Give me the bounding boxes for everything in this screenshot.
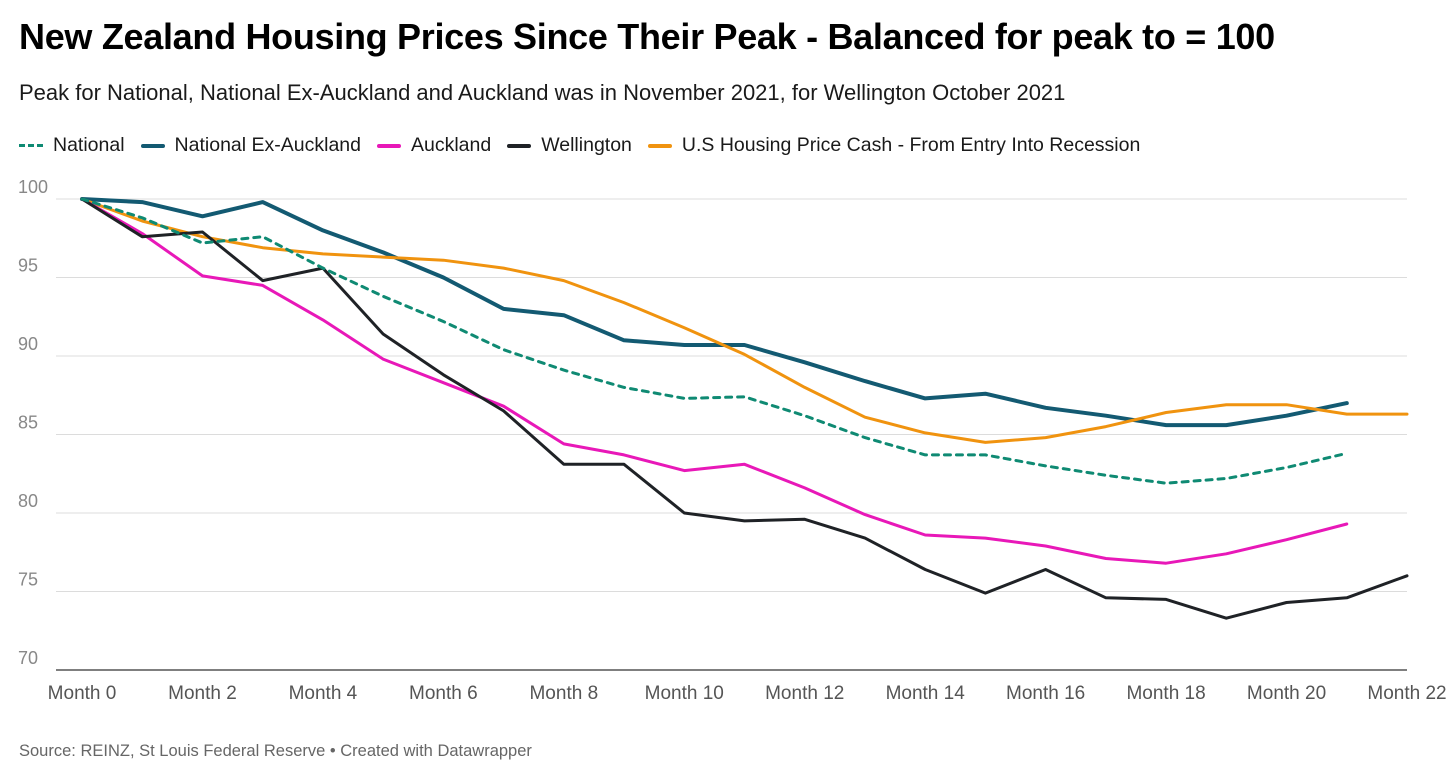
legend-item-us-housing: U.S Housing Price Cash - From Entry Into… [647,134,1141,157]
y-tick-label: 80 [18,491,38,511]
legend-label-national-ex-auckland: National Ex-Auckland [174,134,361,156]
legend-swatch-wellington [507,143,532,148]
series-line-wellington [80,197,1409,620]
x-tick-label: Month 14 [886,683,966,704]
legend-label-auckland: Auckland [410,134,492,156]
legend-swatch-national [19,144,43,147]
legend-label-us-housing: U.S Housing Price Cash - From Entry Into… [681,134,1141,156]
x-tick-label: Month 4 [289,683,358,704]
legend-item-national: National [19,134,125,157]
y-tick-label: 85 [18,413,38,433]
source-note: Source: REINZ, St Louis Federal Reserve … [19,742,532,760]
legend-item-wellington: Wellington [507,134,632,157]
legend-label-national: National [53,134,125,156]
legend-label-wellington: Wellington [541,134,632,156]
x-axis-tick-labels: Month 0 Month 2 Month 4 Month 6 Month 8 Month… [48,683,1447,704]
grid-lines [56,198,1407,671]
x-tick-label: Month 8 [529,683,598,704]
legend-item-auckland: Auckland [376,134,492,157]
y-tick-label: 95 [18,256,38,276]
y-tick-label: 70 [18,648,38,668]
legend-swatch-national-ex-auckland [140,143,165,148]
legend-swatch-auckland [376,143,401,148]
chart-subtitle: Peak for National, National Ex-Auckland … [19,80,1066,105]
x-tick-label: Month 12 [765,683,844,704]
series-line-national-ex-auckland [80,197,1349,428]
y-tick-label: 90 [18,334,38,354]
chart-legend: National National Ex-Auckland Auckland W… [19,134,1156,157]
series-line-u-s-housing-price-cash-from-entry-into-recession [80,197,1409,444]
x-tick-label: Month 22 [1367,683,1446,704]
x-tick-label: Month 10 [645,683,724,704]
y-tick-label: 100 [18,177,48,197]
x-tick-label: Month 0 [48,683,117,704]
y-tick-label: 75 [18,570,38,590]
x-tick-label: Month 18 [1126,683,1205,704]
chart-title: New Zealand Housing Prices Since Their P… [19,16,1275,57]
y-axis-tick-labels: 100 95 90 85 80 75 70 [18,177,48,668]
legend-item-national-ex-auckland: National Ex-Auckland [140,134,361,157]
series-line-national [80,197,1349,485]
series-lines [80,197,1409,620]
x-tick-label: Month 20 [1247,683,1326,704]
legend-swatch-us-housing [647,143,672,148]
x-tick-label: Month 16 [1006,683,1085,704]
series-line-auckland [80,197,1349,565]
x-tick-label: Month 6 [409,683,478,704]
x-tick-label: Month 2 [168,683,237,704]
